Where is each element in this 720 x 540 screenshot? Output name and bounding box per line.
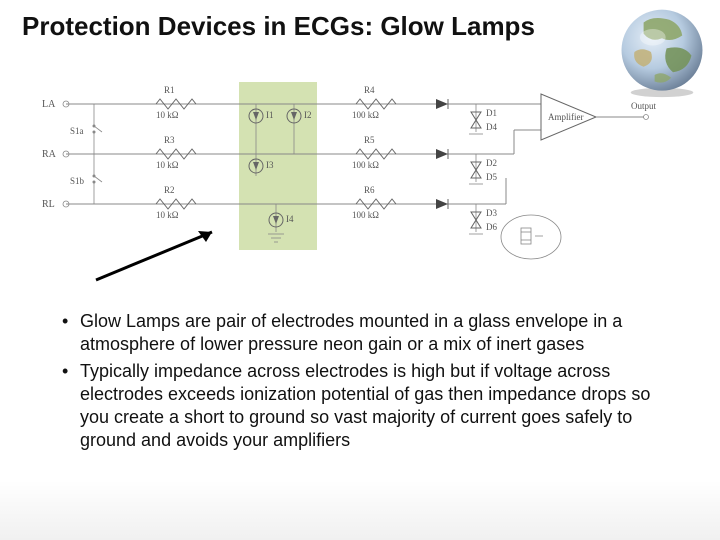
resistor-r3: R3 10 kΩ	[156, 135, 196, 170]
bullet-item: Glow Lamps are pair of electrodes mounte…	[62, 310, 662, 356]
svg-text:D2: D2	[486, 158, 497, 168]
bullet-text: Glow Lamps are pair of electrodes mounte…	[80, 311, 622, 354]
svg-text:D4: D4	[486, 122, 497, 132]
svg-text:I4: I4	[286, 214, 294, 224]
svg-text:100 kΩ: 100 kΩ	[352, 210, 379, 220]
amplifier: Amplifier	[541, 94, 596, 140]
bullet-text: Typically impedance across electrodes is…	[80, 361, 650, 450]
terminal-la: LA	[42, 99, 56, 110]
svg-text:I3: I3	[266, 160, 274, 170]
svg-text:Amplifier: Amplifier	[548, 112, 584, 122]
switch-s1a: S1a	[70, 126, 84, 136]
glow-lamp-highlight	[239, 82, 317, 250]
slide: Protection Devices in ECGs: Glow Lamps	[0, 0, 720, 540]
svg-text:D3: D3	[486, 208, 497, 218]
svg-text:R3: R3	[164, 135, 175, 145]
svg-text:I1: I1	[266, 110, 274, 120]
svg-text:10 kΩ: 10 kΩ	[156, 210, 179, 220]
svg-text:D5: D5	[486, 172, 497, 182]
glow-lamp-inset	[501, 215, 561, 259]
resistor-r2: R2 10 kΩ	[156, 185, 196, 220]
terminal-ra: RA	[42, 149, 57, 160]
resistor-r5: R5 100 kΩ	[352, 135, 396, 170]
svg-text:10 kΩ: 10 kΩ	[156, 110, 179, 120]
svg-text:100 kΩ: 100 kΩ	[352, 160, 379, 170]
resistor-r4: R4 100 kΩ	[352, 85, 396, 120]
bullet-list: Glow Lamps are pair of electrodes mounte…	[62, 310, 662, 456]
resistor-r1: R1 10 kΩ	[156, 85, 196, 120]
svg-text:I2: I2	[304, 110, 312, 120]
diode-pair-d1: D1 D4	[469, 104, 497, 134]
footer-gradient	[0, 480, 720, 540]
switch-s1b: S1b	[70, 176, 85, 186]
diode-pair-d2: D2 D5	[469, 154, 497, 184]
svg-text:R5: R5	[364, 135, 375, 145]
terminal-rl: RL	[42, 199, 55, 210]
output-label: Output	[631, 101, 657, 111]
svg-text:R4: R4	[364, 85, 375, 95]
circuit-diagram: LA RA RL S1a S1b R1 10 kΩ	[36, 82, 666, 282]
diode-d5-series	[436, 149, 448, 159]
diode-d4-series	[436, 99, 448, 109]
svg-text:R6: R6	[364, 185, 375, 195]
pointer-arrow	[96, 231, 212, 280]
diode-d6-series	[436, 199, 448, 209]
svg-text:D6: D6	[486, 222, 497, 232]
slide-title: Protection Devices in ECGs: Glow Lamps	[22, 10, 602, 43]
resistor-r6: R6 100 kΩ	[352, 185, 396, 220]
svg-text:100 kΩ: 100 kΩ	[352, 110, 379, 120]
diode-pair-d3: D3 D6	[469, 204, 497, 234]
svg-text:D1: D1	[486, 108, 497, 118]
svg-text:R1: R1	[164, 85, 175, 95]
bullet-item: Typically impedance across electrodes is…	[62, 360, 662, 452]
svg-text:R2: R2	[164, 185, 175, 195]
svg-text:10 kΩ: 10 kΩ	[156, 160, 179, 170]
